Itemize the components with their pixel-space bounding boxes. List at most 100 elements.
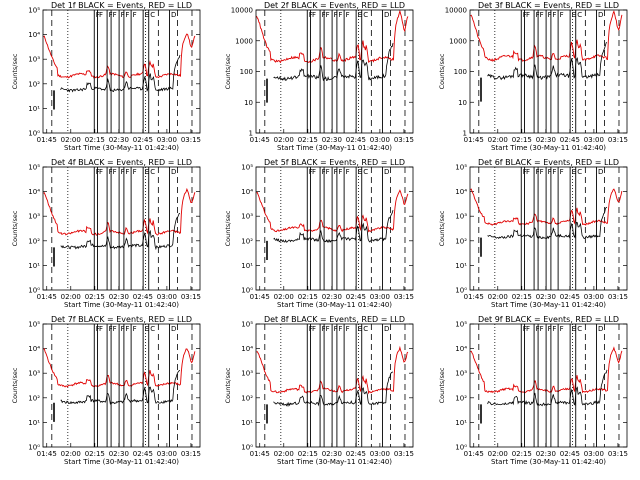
x-tick-label: 03:00 [157, 136, 177, 144]
x-tick-label: 03:15 [394, 293, 414, 301]
plot-frame [469, 9, 628, 134]
marker-label: F [540, 11, 544, 19]
plot-frame [469, 323, 628, 448]
x-tick-label: 03:15 [608, 136, 628, 144]
marker-label: C [577, 11, 582, 19]
x-tick-label: 02:30 [322, 450, 342, 458]
x-axis-label: Start Time (30-May-11 01:42:40) [64, 144, 179, 152]
y-tick-label: 1 [463, 130, 467, 138]
marker-label: F [540, 325, 544, 333]
y-tick-label: 10⁴ [28, 31, 40, 39]
x-axis-label: Start Time (30-May-11 01:42:40) [277, 144, 392, 152]
marker-label: D [384, 11, 389, 19]
x-tick-label: 01:45 [37, 293, 57, 301]
y-tick-label: 10² [241, 237, 253, 245]
x-axis-label: Start Time (30-May-11 01:42:40) [277, 458, 392, 466]
y-tick-label: 100 [240, 68, 253, 76]
marker-label: F [548, 168, 552, 176]
y-tick-label: 10¹ [241, 419, 253, 427]
panel-8: Det 8f BLACK = Events, RED = LLD 10⁰ 10¹ 10… [224, 315, 414, 466]
marker-label: F [326, 168, 330, 176]
marker-label: F [99, 325, 103, 333]
x-tick-label: 01:45 [250, 136, 270, 144]
x-tick-label: 03:15 [608, 293, 628, 301]
panel-7: Det 7f BLACK = Events, RED = LLD 10⁰ 10¹ 10… [11, 315, 201, 466]
x-tick-label: 02:45 [133, 293, 153, 301]
marker-label: F [312, 168, 316, 176]
y-axis-label: Counts/sec [11, 53, 19, 89]
marker-label: F [526, 325, 530, 333]
marker-label: F [560, 168, 564, 176]
events-series-line [60, 370, 181, 405]
y-tick-label: 1000 [449, 37, 467, 45]
y-axis-label: Counts/sec [11, 210, 19, 246]
x-tick-label: 02:00 [274, 293, 294, 301]
x-tick-label: 01:45 [464, 136, 484, 144]
marker-label: F [133, 11, 137, 19]
marker-label: D [598, 168, 603, 176]
x-axis-label: Start Time (30-May-11 01:42:40) [64, 301, 179, 309]
events-series-line [60, 213, 181, 251]
panel-4: Det 4f BLACK = Events, RED = LLD 10⁰ 10¹ 10… [11, 158, 201, 309]
y-tick-label: 10⁴ [28, 345, 40, 353]
marker-label: F [99, 11, 103, 19]
marker-label: F [334, 325, 338, 333]
y-tick-label: 10¹ [28, 419, 40, 427]
x-tick-label: 01:45 [250, 450, 270, 458]
marker-label: F [548, 11, 552, 19]
marker-label: C [150, 11, 155, 19]
x-axis-label: Start Time (30-May-11 01:42:40) [491, 301, 606, 309]
marker-label: F [125, 168, 129, 176]
y-tick-label: 10000 [231, 7, 253, 15]
x-tick-label: 03:15 [181, 136, 201, 144]
marker-label: F [322, 11, 326, 19]
y-axis-label: Counts/sec [224, 367, 232, 403]
events-series-line [60, 54, 181, 93]
marker-label: F [526, 168, 530, 176]
marker-label: F [548, 325, 552, 333]
x-tick-label: 02:30 [109, 293, 129, 301]
x-tick-label: 02:30 [109, 136, 129, 144]
events-series-line [487, 42, 608, 81]
events-series-line [273, 371, 394, 408]
x-tick-label: 02:45 [133, 450, 153, 458]
x-tick-label: 01:45 [37, 136, 57, 144]
plot-frame [469, 166, 628, 291]
marker-label: F [338, 168, 342, 176]
x-tick-label: 03:00 [157, 293, 177, 301]
marker-label: F [96, 11, 100, 19]
marker-label: F [322, 168, 326, 176]
x-tick-label: 03:15 [608, 450, 628, 458]
x-tick-label: 03:00 [584, 136, 604, 144]
y-tick-label: 10² [28, 80, 40, 88]
marker-label: F [552, 168, 556, 176]
marker-label: C [150, 168, 155, 176]
marker-label: F [523, 11, 527, 19]
marker-label: F [113, 325, 117, 333]
y-tick-label: 10¹ [455, 262, 467, 270]
x-tick-label: 02:45 [560, 293, 580, 301]
panel-title: Det 5f BLACK = Events, RED = LLD [264, 158, 405, 167]
x-tick-label: 02:00 [488, 450, 508, 458]
plot-frame [255, 166, 414, 291]
events-series-line [487, 369, 608, 407]
marker-label: F [99, 168, 103, 176]
plot-frame [42, 9, 201, 134]
marker-label: F [346, 11, 350, 19]
y-tick-label: 10⁵ [28, 7, 40, 15]
x-tick-label: 03:15 [394, 136, 414, 144]
marker-label: E [358, 325, 362, 333]
x-tick-label: 02:15 [512, 293, 532, 301]
x-tick-label: 02:15 [298, 136, 318, 144]
x-tick-label: 02:30 [322, 293, 342, 301]
y-axis-label: Counts/sec [438, 367, 446, 403]
y-tick-label: 10¹ [28, 105, 40, 113]
y-tick-label: 100 [454, 68, 467, 76]
y-tick-label: 10⁴ [455, 345, 467, 353]
x-tick-label: 01:45 [464, 293, 484, 301]
panel-3: Det 3f BLACK = Events, RED = LLD 1 10 100 10… [438, 1, 628, 152]
marker-label: E [145, 325, 149, 333]
marker-label: F [346, 325, 350, 333]
events-series-line [273, 43, 394, 82]
x-tick-label: 02:45 [560, 136, 580, 144]
